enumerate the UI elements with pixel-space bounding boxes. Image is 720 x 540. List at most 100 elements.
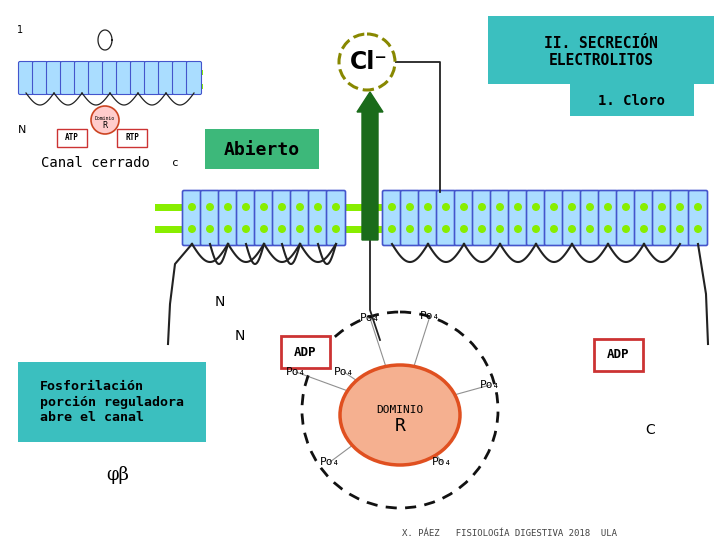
- FancyBboxPatch shape: [454, 191, 474, 246]
- FancyBboxPatch shape: [18, 362, 206, 442]
- Text: N: N: [18, 125, 26, 135]
- Text: Canal cerrado: Canal cerrado: [40, 156, 150, 170]
- Circle shape: [586, 225, 594, 233]
- Circle shape: [206, 225, 214, 233]
- Circle shape: [514, 203, 522, 211]
- Text: Po₄: Po₄: [432, 457, 452, 467]
- Text: Po₄: Po₄: [334, 367, 354, 377]
- FancyBboxPatch shape: [308, 191, 328, 246]
- FancyBboxPatch shape: [47, 62, 61, 94]
- FancyBboxPatch shape: [102, 62, 117, 94]
- Circle shape: [658, 225, 666, 233]
- FancyBboxPatch shape: [688, 191, 708, 246]
- Text: 1: 1: [17, 25, 23, 35]
- Circle shape: [314, 203, 322, 211]
- Text: φβ: φβ: [107, 466, 130, 484]
- Text: R: R: [102, 120, 107, 130]
- Circle shape: [568, 203, 576, 211]
- Circle shape: [604, 225, 612, 233]
- Circle shape: [460, 203, 468, 211]
- Circle shape: [188, 225, 196, 233]
- Text: N: N: [235, 329, 246, 343]
- Text: RTP: RTP: [125, 133, 139, 143]
- Circle shape: [339, 34, 395, 90]
- Circle shape: [332, 225, 340, 233]
- FancyBboxPatch shape: [158, 62, 174, 94]
- Circle shape: [260, 225, 268, 233]
- Circle shape: [532, 203, 540, 211]
- FancyBboxPatch shape: [19, 62, 34, 94]
- Circle shape: [91, 106, 119, 134]
- FancyBboxPatch shape: [326, 191, 346, 246]
- FancyBboxPatch shape: [74, 62, 89, 94]
- Circle shape: [478, 225, 486, 233]
- FancyBboxPatch shape: [218, 191, 238, 246]
- Circle shape: [388, 225, 396, 233]
- Circle shape: [242, 203, 250, 211]
- FancyBboxPatch shape: [200, 191, 220, 246]
- Text: Po₄: Po₄: [480, 380, 500, 390]
- FancyBboxPatch shape: [400, 191, 420, 246]
- Circle shape: [278, 203, 286, 211]
- Circle shape: [242, 225, 250, 233]
- FancyBboxPatch shape: [472, 191, 492, 246]
- FancyBboxPatch shape: [634, 191, 654, 246]
- Circle shape: [478, 203, 486, 211]
- FancyBboxPatch shape: [32, 62, 48, 94]
- FancyBboxPatch shape: [117, 129, 147, 147]
- Text: Abierto: Abierto: [224, 141, 300, 159]
- Text: R: R: [395, 417, 405, 435]
- FancyBboxPatch shape: [173, 62, 187, 94]
- Circle shape: [406, 225, 414, 233]
- Circle shape: [604, 203, 612, 211]
- Circle shape: [694, 203, 702, 211]
- Circle shape: [442, 203, 450, 211]
- Circle shape: [622, 225, 630, 233]
- FancyBboxPatch shape: [418, 191, 438, 246]
- Circle shape: [388, 203, 396, 211]
- Text: Po₄: Po₄: [360, 313, 380, 323]
- Circle shape: [206, 203, 214, 211]
- FancyBboxPatch shape: [488, 16, 714, 84]
- Circle shape: [424, 225, 432, 233]
- Circle shape: [586, 203, 594, 211]
- Circle shape: [640, 203, 648, 211]
- Text: ATP: ATP: [65, 133, 79, 143]
- Text: C: C: [645, 423, 655, 437]
- Circle shape: [658, 203, 666, 211]
- FancyBboxPatch shape: [60, 62, 76, 94]
- Text: Po₄: Po₄: [420, 311, 440, 321]
- Circle shape: [622, 203, 630, 211]
- FancyBboxPatch shape: [281, 336, 330, 368]
- Text: Po₄: Po₄: [286, 367, 306, 377]
- Text: N: N: [215, 295, 225, 309]
- FancyBboxPatch shape: [652, 191, 672, 246]
- FancyBboxPatch shape: [526, 191, 546, 246]
- Circle shape: [496, 203, 504, 211]
- Bar: [165, 204, 705, 211]
- Text: Dominio: Dominio: [95, 116, 115, 120]
- Circle shape: [424, 203, 432, 211]
- Circle shape: [278, 225, 286, 233]
- Circle shape: [640, 225, 648, 233]
- FancyBboxPatch shape: [562, 191, 582, 246]
- FancyBboxPatch shape: [490, 191, 510, 246]
- FancyBboxPatch shape: [117, 62, 132, 94]
- Circle shape: [314, 225, 322, 233]
- Circle shape: [406, 203, 414, 211]
- Circle shape: [532, 225, 540, 233]
- Text: 1. Cloro: 1. Cloro: [598, 94, 665, 108]
- FancyBboxPatch shape: [670, 191, 690, 246]
- FancyBboxPatch shape: [57, 129, 87, 147]
- Circle shape: [224, 225, 232, 233]
- FancyBboxPatch shape: [254, 191, 274, 246]
- Bar: [18, 70, 203, 75]
- FancyBboxPatch shape: [145, 62, 160, 94]
- FancyBboxPatch shape: [205, 129, 319, 169]
- Text: X. PÁEZ   FISIOLOGÍA DIGESTIVA 2018  ULA: X. PÁEZ FISIOLOGÍA DIGESTIVA 2018 ULA: [402, 530, 618, 538]
- FancyBboxPatch shape: [598, 191, 618, 246]
- Circle shape: [224, 203, 232, 211]
- FancyBboxPatch shape: [508, 191, 528, 246]
- Bar: [165, 226, 705, 233]
- Bar: [155, 204, 185, 211]
